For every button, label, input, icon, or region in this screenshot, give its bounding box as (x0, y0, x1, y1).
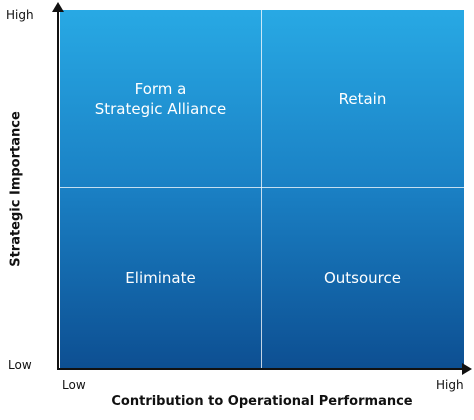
matrix-grid: Form a Strategic Alliance Retain Elimina… (60, 10, 464, 368)
x-axis-low-label: Low (62, 378, 86, 392)
y-axis-line (57, 10, 59, 368)
quadrant-retain: Retain (338, 89, 387, 108)
quadrant-eliminate: Eliminate (125, 269, 196, 287)
x-axis-high-label: High (436, 378, 464, 392)
x-axis-arrow-icon (462, 363, 472, 375)
quadrant-form-strategic-alliance: Form a Strategic Alliance (94, 79, 227, 118)
y-axis-high-label: High (6, 8, 34, 22)
x-axis-line (57, 368, 463, 370)
horizontal-divider (60, 187, 464, 188)
y-axis-title: Strategic Importance (8, 111, 24, 267)
y-axis-arrow-icon (52, 2, 64, 12)
quadrant-outsource: Outsource (323, 269, 401, 287)
x-axis-title: Contribution to Operational Performance (111, 394, 413, 409)
vertical-divider (261, 10, 262, 368)
y-axis-low-label: Low (8, 358, 32, 372)
